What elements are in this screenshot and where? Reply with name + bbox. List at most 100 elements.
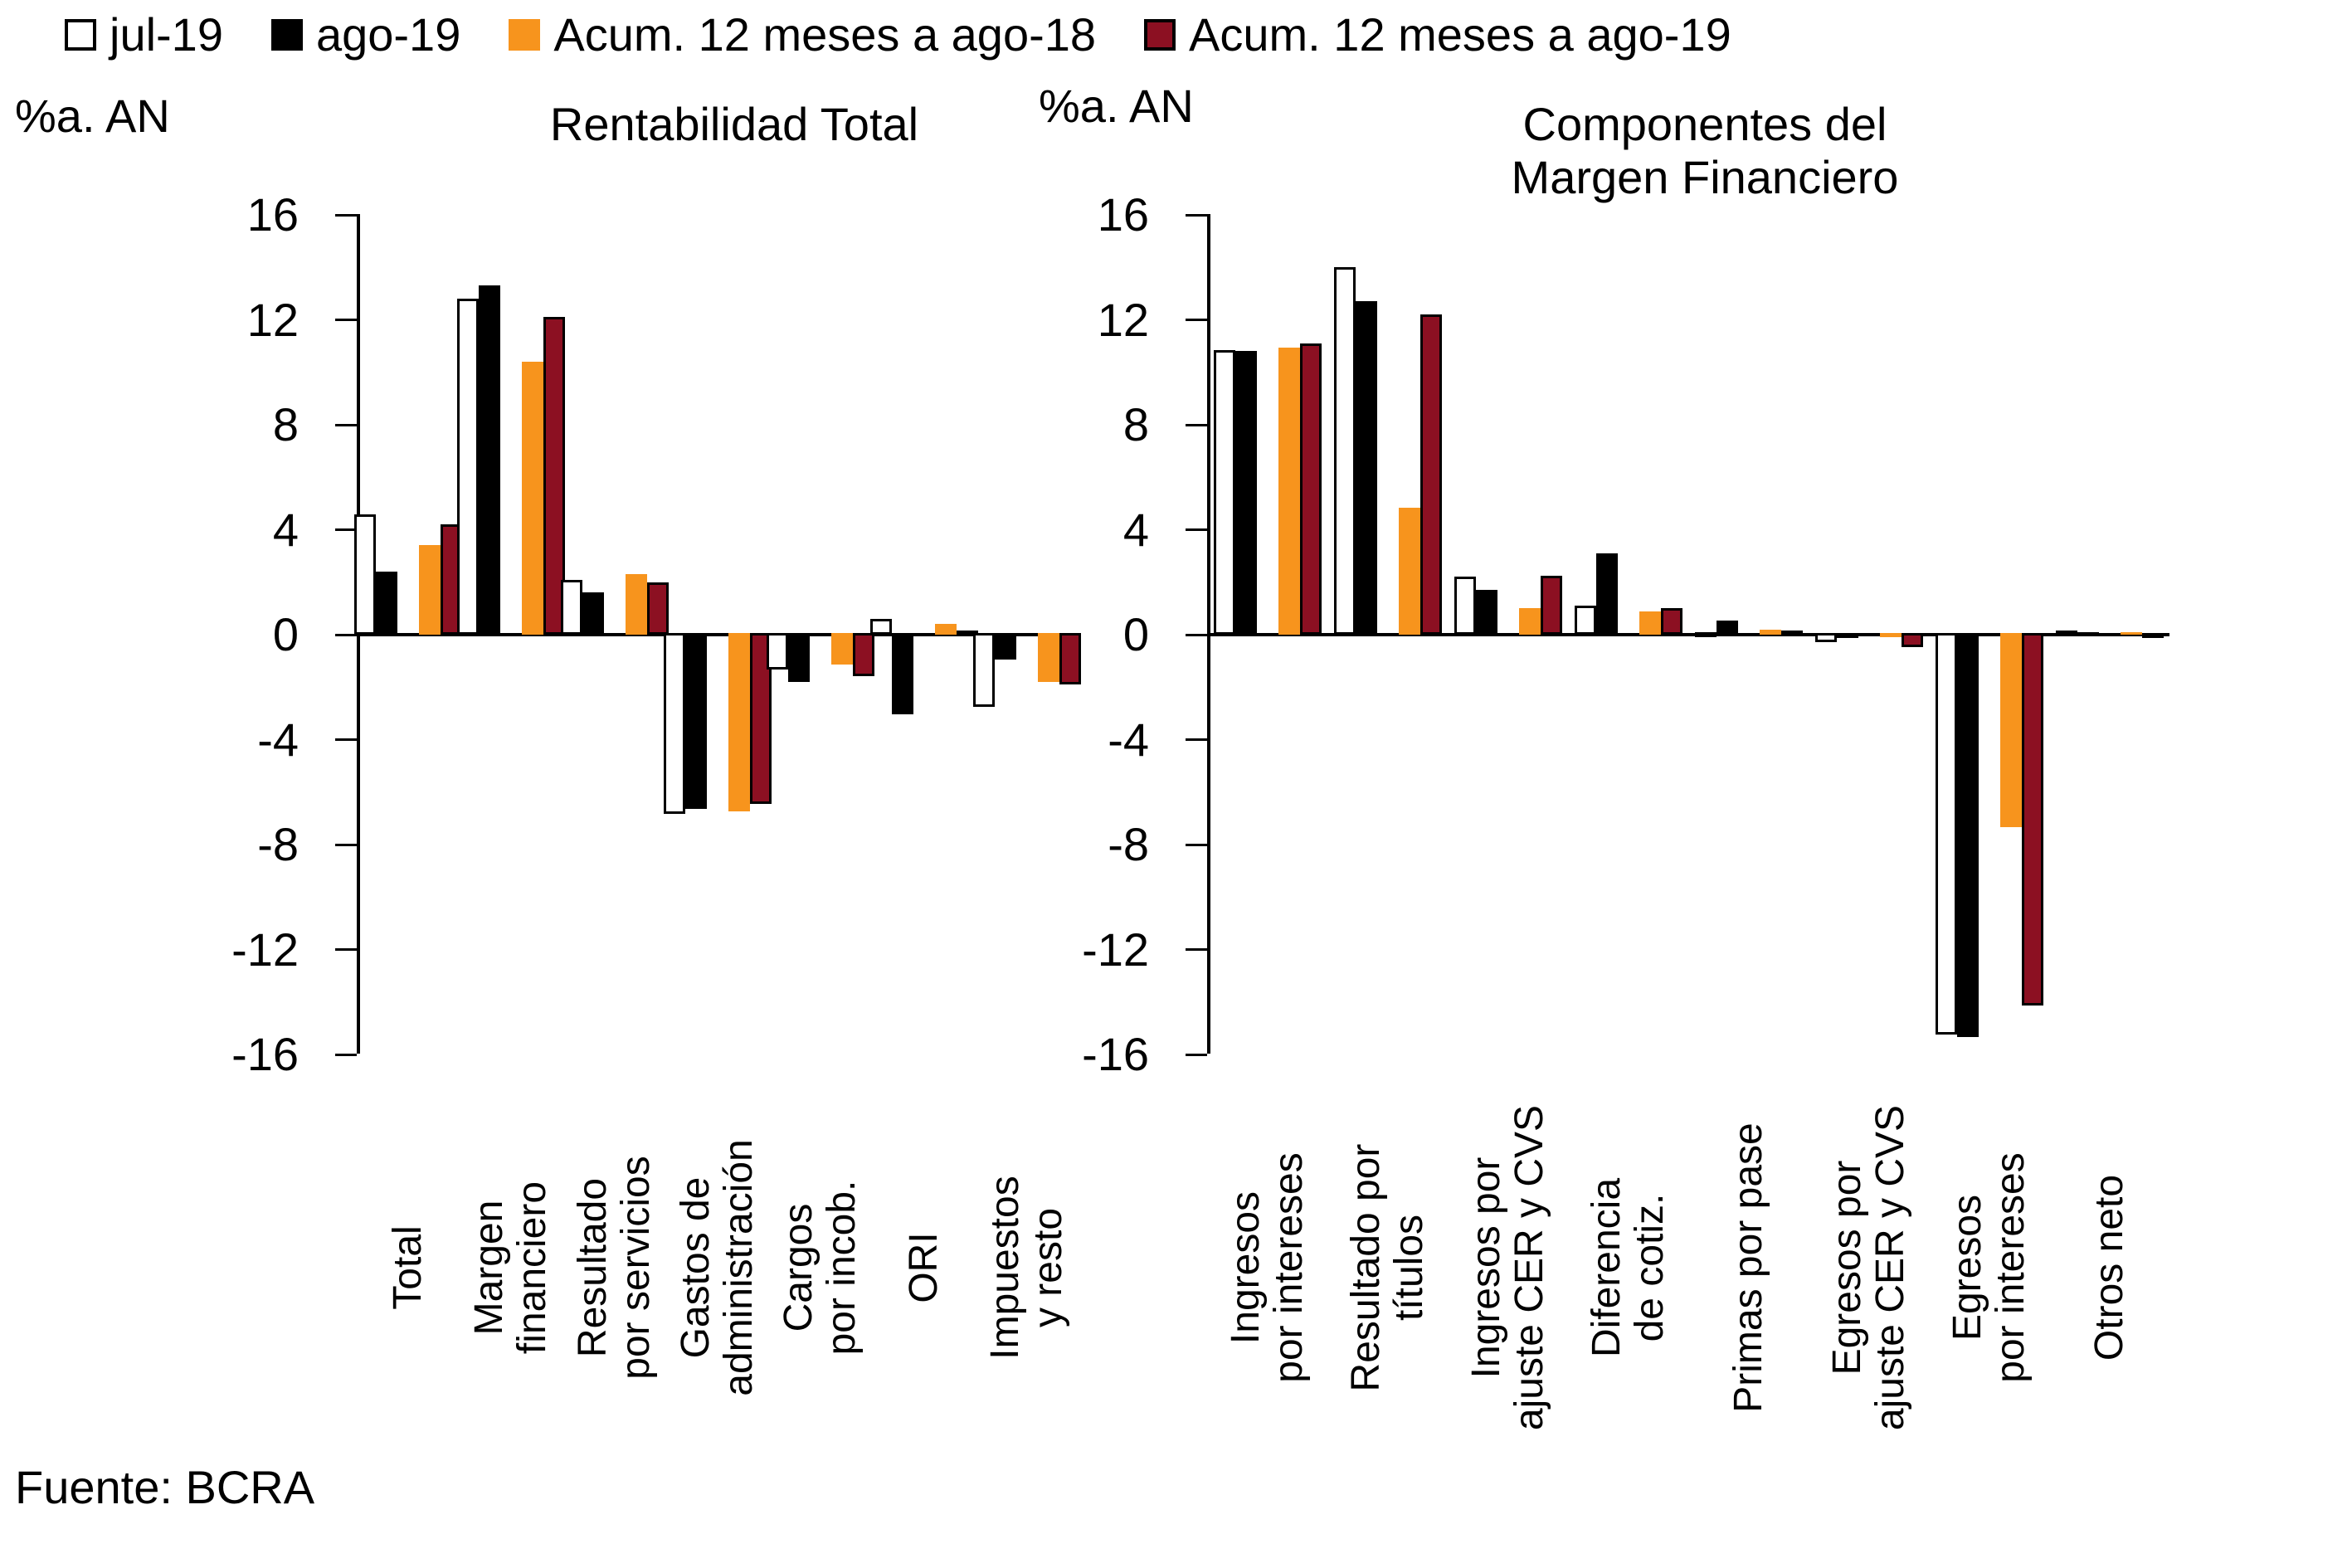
x-axis-category-label: Ingresos por intereses (1223, 1152, 1311, 1383)
bar-acum-12-meses-a-ago-19-cat4 (1780, 631, 1803, 636)
y-axis-tick (335, 319, 357, 321)
legend: jul-19 ago-19 Acum. 12 meses a ago-18 Acum.… (65, 12, 1731, 58)
legend-swatch-icon (1144, 19, 1176, 51)
y-axis-tick (335, 633, 357, 636)
chart-title: Rentabilidad Total (549, 98, 919, 150)
bar-jul-19-cat5 (1814, 633, 1837, 643)
x-axis-category-label: Egresos por ajuste CER y CVS (1824, 1104, 1912, 1431)
bar-acum-12-meses-a-ago-19-cat5 (1901, 633, 1923, 648)
bar-ago-19-cat3 (1595, 553, 1618, 635)
y-axis-tick (1186, 319, 1207, 321)
y-axis-tick-label: -8 (257, 818, 299, 870)
x-axis-category-label: Resultado por títulos (1343, 1143, 1431, 1392)
legend-item-0: jul-19 (65, 12, 223, 58)
bar-acum-12-meses-a-ago-19-cat6 (2021, 633, 2043, 1006)
bar-acum-12-meses-a-ago-18-cat1 (522, 362, 544, 635)
y-axis-tick-label: -16 (231, 1028, 299, 1080)
y-axis-tick-label: -4 (257, 713, 299, 766)
y-axis-tick (335, 213, 357, 217)
bar-jul-19-cat0 (354, 514, 377, 635)
bar-ago-19-cat1 (479, 285, 501, 635)
legend-label: Acum. 12 meses a ago-18 (553, 8, 1097, 61)
bar-jul-19-cat3 (1574, 606, 1596, 635)
x-axis-category-label: Otros neto (2087, 1174, 2131, 1361)
bar-acum-12-meses-a-ago-18-cat4 (1759, 629, 1781, 635)
bar-jul-19-cat3 (664, 633, 685, 815)
y-axis-unit-label: %a. AN (15, 90, 170, 142)
legend-item-2: Acum. 12 meses a ago-18 (509, 12, 1096, 58)
bar-jul-19-cat6 (972, 633, 995, 707)
y-axis-tick (1186, 213, 1207, 217)
y-axis-tick (335, 948, 357, 951)
bar-ago-19-cat4 (1716, 620, 1738, 635)
y-axis-unit-label: %a. AN (1039, 80, 1194, 132)
bar-acum-12-meses-a-ago-18-cat5 (1879, 633, 1902, 637)
y-axis-tick-label: 0 (1122, 608, 1149, 660)
bar-ago-19-cat0 (376, 572, 398, 635)
y-axis-tick-label: -12 (1082, 923, 1149, 976)
y-axis-tick (1186, 1053, 1207, 1056)
bar-acum-12-meses-a-ago-18-cat7 (2120, 632, 2142, 635)
bar-acum-12-meses-a-ago-18-cat6 (1999, 633, 2022, 828)
legend-item-1: ago-19 (270, 8, 461, 61)
bar-acum-12-meses-a-ago-19-cat0 (1299, 343, 1322, 635)
y-axis-tick (335, 1053, 357, 1056)
bar-acum-12-meses-a-ago-18-cat2 (625, 574, 647, 635)
y-axis-tick (335, 843, 357, 846)
bar-jul-19-cat6 (1935, 633, 1957, 1035)
y-axis-tick (335, 528, 357, 531)
bar-acum-12-meses-a-ago-18-cat5 (934, 624, 957, 635)
legend-swatch-icon (270, 19, 303, 51)
bar-jul-19-cat2 (1454, 577, 1476, 635)
bar-jul-19-cat5 (869, 619, 892, 635)
y-axis-tick-label: -8 (1108, 818, 1149, 870)
chart-title: Componentes del Margen Financiero (1511, 98, 1899, 204)
bar-acum-12-meses-a-ago-19-cat2 (646, 582, 669, 635)
bar-jul-19-cat0 (1213, 349, 1235, 635)
legend-label: ago-19 (315, 8, 461, 61)
x-axis-category-label: Ingresos por ajuste CER y CVS (1463, 1104, 1551, 1431)
y-axis-tick-label: 12 (246, 293, 299, 346)
legend-swatch-icon (509, 19, 541, 51)
y-axis-tick (1186, 633, 1207, 636)
bar-acum-12-meses-a-ago-19-cat2 (1540, 575, 1562, 635)
bar-acum-12-meses-a-ago-19-cat4 (853, 633, 875, 677)
x-axis-category-label: Diferencia de cotiz. (1584, 1177, 1672, 1358)
bar-jul-19-cat1 (457, 299, 480, 635)
x-axis-category-label: Egresos por intereses (1945, 1152, 2033, 1383)
bar-ago-19-cat2 (582, 592, 604, 635)
y-axis-tick (1186, 738, 1207, 741)
bar-ago-19-cat7 (2077, 632, 2099, 635)
bar-acum-12-meses-a-ago-18-cat0 (419, 545, 441, 635)
bar-ago-19-cat1 (1355, 301, 1377, 635)
bar-acum-12-meses-a-ago-19-cat3 (1660, 608, 1682, 635)
y-axis-tick-label: -12 (231, 923, 299, 976)
bar-ago-19-cat6 (1956, 633, 1979, 1038)
bar-acum-12-meses-a-ago-18-cat6 (1037, 633, 1059, 682)
bar-acum-12-meses-a-ago-18-cat4 (831, 633, 854, 665)
source-label: Fuente: BCRA (15, 1461, 315, 1513)
y-axis-tick (1186, 528, 1207, 531)
y-axis-tick-label: 4 (1122, 503, 1149, 556)
bar-ago-19-cat5 (891, 633, 913, 715)
bar-ago-19-cat5 (1836, 633, 1858, 639)
bar-ago-19-cat6 (994, 633, 1016, 660)
y-axis-tick-label: 8 (272, 398, 299, 450)
legend-label: jul-19 (110, 8, 223, 61)
y-axis-tick-label: 4 (272, 503, 299, 556)
bar-acum-12-meses-a-ago-18-cat0 (1278, 347, 1300, 635)
y-axis-tick (335, 423, 357, 426)
y-axis-tick (335, 738, 357, 741)
x-axis-line (357, 633, 1079, 636)
bar-ago-19-cat0 (1234, 351, 1257, 635)
legend-label: Acum. 12 meses a ago-19 (1189, 8, 1731, 61)
bar-ago-19-cat2 (1475, 590, 1497, 635)
bar-ago-19-cat4 (788, 633, 811, 682)
bar-acum-12-meses-a-ago-18-cat3 (1639, 611, 1661, 635)
bar-jul-19-cat2 (560, 579, 582, 635)
bar-ago-19-cat3 (685, 633, 707, 809)
y-axis-tick-label: -16 (1082, 1028, 1149, 1080)
y-axis-tick-label: 8 (1122, 398, 1149, 450)
bar-jul-19-cat1 (1333, 267, 1356, 635)
